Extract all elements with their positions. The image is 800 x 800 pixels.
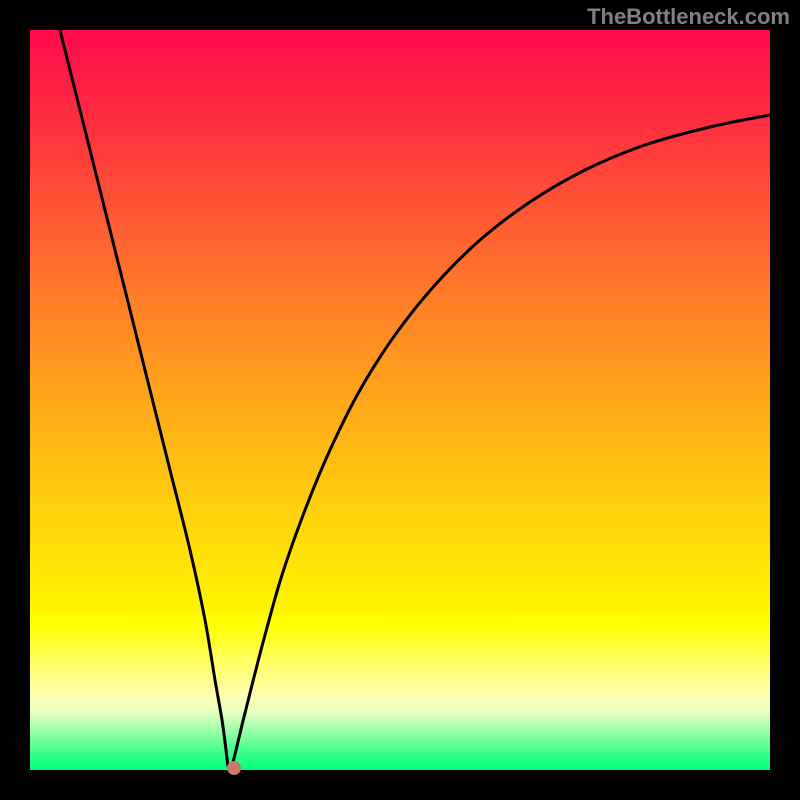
plot-area <box>30 30 770 770</box>
min-marker <box>227 761 241 775</box>
chart-container: TheBottleneck.com <box>0 0 800 800</box>
bottleneck-curve <box>60 30 770 770</box>
curve-layer <box>30 30 770 770</box>
watermark-text: TheBottleneck.com <box>587 4 790 30</box>
